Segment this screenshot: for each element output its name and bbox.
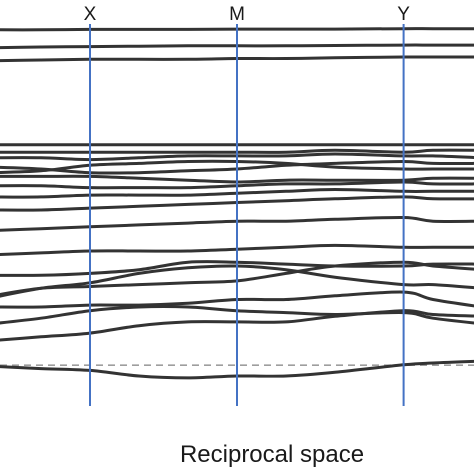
x-axis-label: Reciprocal space bbox=[180, 441, 364, 468]
k-point-label-x: X bbox=[84, 4, 97, 25]
k-point-lines-group bbox=[89, 24, 405, 406]
k-point-label-m: M bbox=[229, 4, 245, 25]
k-point-label-y: Y bbox=[397, 4, 410, 25]
